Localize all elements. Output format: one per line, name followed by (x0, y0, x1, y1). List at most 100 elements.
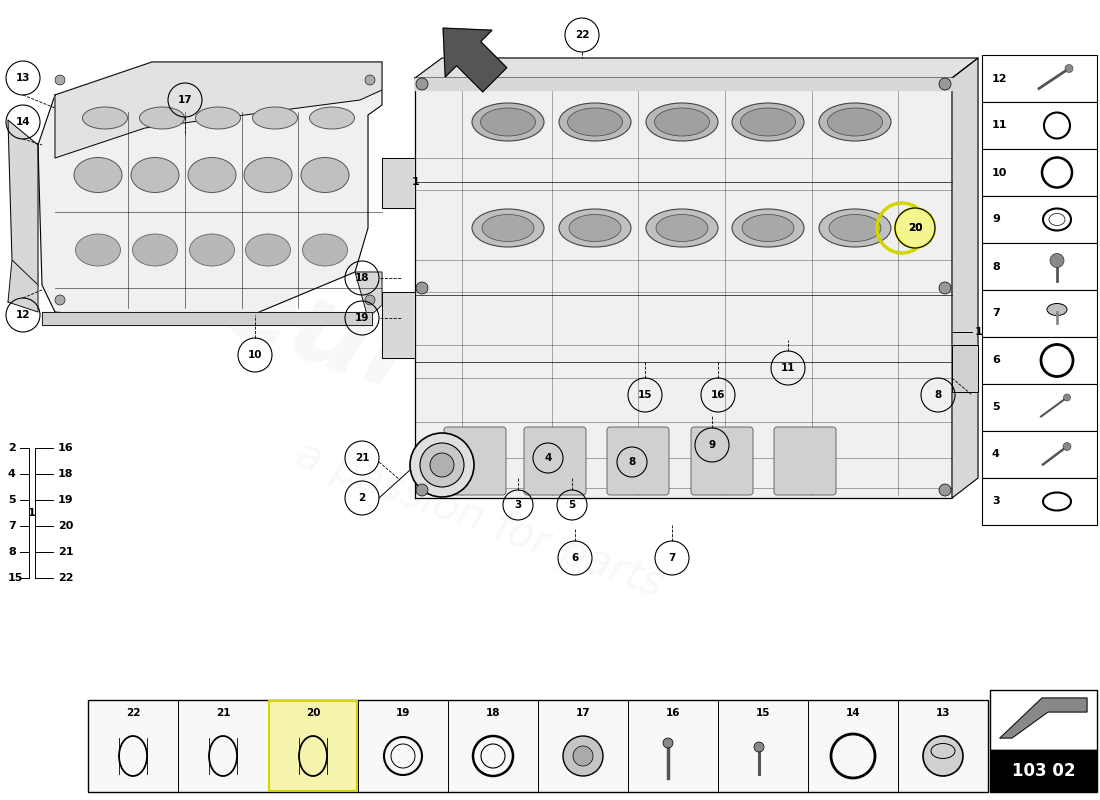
Text: 18: 18 (486, 708, 500, 718)
Ellipse shape (646, 209, 718, 247)
Polygon shape (382, 158, 415, 208)
Polygon shape (39, 62, 382, 325)
Polygon shape (355, 272, 382, 318)
Text: 22: 22 (125, 708, 141, 718)
FancyBboxPatch shape (774, 427, 836, 495)
Ellipse shape (559, 103, 631, 141)
Ellipse shape (559, 209, 631, 247)
Bar (990, 750, 1097, 792)
Circle shape (663, 738, 673, 748)
Ellipse shape (245, 234, 290, 266)
Text: 21: 21 (58, 547, 74, 557)
Text: 3: 3 (515, 500, 521, 510)
Text: 1: 1 (412, 177, 420, 187)
Ellipse shape (732, 103, 804, 141)
Text: eurocar: eurocar (206, 247, 694, 513)
Bar (270, 701, 358, 791)
Ellipse shape (568, 108, 623, 136)
Bar (982, 55, 1097, 102)
Text: 21: 21 (354, 453, 370, 463)
Text: 17: 17 (575, 708, 591, 718)
Text: 7: 7 (8, 521, 15, 531)
Circle shape (1050, 254, 1064, 267)
Ellipse shape (301, 158, 349, 193)
Text: 6: 6 (992, 355, 1000, 366)
Polygon shape (415, 78, 952, 90)
Circle shape (939, 282, 952, 294)
Text: 9: 9 (992, 214, 1000, 225)
Circle shape (416, 282, 428, 294)
Circle shape (754, 742, 764, 752)
Polygon shape (415, 78, 952, 498)
Ellipse shape (732, 209, 804, 247)
Polygon shape (1000, 698, 1087, 738)
Ellipse shape (132, 234, 177, 266)
Text: 12: 12 (992, 74, 1008, 83)
Circle shape (55, 75, 65, 85)
Circle shape (410, 433, 474, 497)
Ellipse shape (140, 107, 185, 129)
Text: a passion for parts: a passion for parts (290, 434, 670, 606)
Text: 9: 9 (708, 440, 716, 450)
Ellipse shape (244, 158, 292, 193)
Text: 7: 7 (669, 553, 675, 563)
Text: 15: 15 (756, 708, 770, 718)
Circle shape (939, 484, 952, 496)
Bar (982, 431, 1097, 478)
Ellipse shape (1047, 303, 1067, 315)
Text: 18: 18 (58, 469, 74, 479)
Text: 17: 17 (178, 95, 192, 105)
Ellipse shape (482, 214, 534, 242)
Ellipse shape (196, 107, 241, 129)
Circle shape (573, 746, 593, 766)
Bar (982, 384, 1097, 431)
Text: 2: 2 (8, 443, 15, 453)
Text: 35: 35 (803, 290, 977, 410)
Bar (88, 700, 988, 792)
Text: 19: 19 (355, 313, 370, 323)
Text: 4: 4 (544, 453, 552, 463)
Circle shape (1063, 442, 1071, 450)
Text: 19: 19 (396, 708, 410, 718)
Polygon shape (952, 345, 978, 392)
Polygon shape (382, 292, 415, 358)
Ellipse shape (82, 107, 128, 129)
Text: 12: 12 (15, 310, 31, 320)
Text: 16: 16 (666, 708, 680, 718)
Ellipse shape (74, 158, 122, 193)
Ellipse shape (472, 209, 544, 247)
Polygon shape (8, 120, 39, 285)
Ellipse shape (742, 214, 794, 242)
Bar (982, 478, 1097, 525)
Bar (982, 102, 1097, 149)
Ellipse shape (1049, 214, 1065, 226)
Text: 2: 2 (359, 493, 365, 503)
Polygon shape (55, 62, 382, 158)
Circle shape (365, 295, 375, 305)
Text: 10: 10 (992, 167, 1008, 178)
Text: 20: 20 (908, 223, 922, 233)
Bar (990, 690, 1097, 750)
Circle shape (420, 443, 464, 487)
Ellipse shape (76, 234, 121, 266)
Bar (982, 290, 1097, 337)
Circle shape (1064, 394, 1070, 401)
Text: 20: 20 (58, 521, 74, 531)
Circle shape (55, 295, 65, 305)
Text: 22: 22 (58, 573, 74, 583)
Ellipse shape (188, 158, 236, 193)
Text: 1: 1 (975, 327, 982, 337)
Polygon shape (8, 260, 39, 312)
Text: 8: 8 (8, 547, 15, 557)
Text: 4: 4 (992, 450, 1000, 459)
Circle shape (1065, 65, 1072, 73)
Circle shape (416, 484, 428, 496)
FancyBboxPatch shape (607, 427, 669, 495)
Text: 5: 5 (992, 402, 1000, 413)
Text: 10: 10 (248, 350, 262, 360)
Circle shape (923, 736, 962, 776)
Ellipse shape (481, 108, 536, 136)
Ellipse shape (656, 214, 708, 242)
Ellipse shape (820, 209, 891, 247)
Ellipse shape (820, 103, 891, 141)
